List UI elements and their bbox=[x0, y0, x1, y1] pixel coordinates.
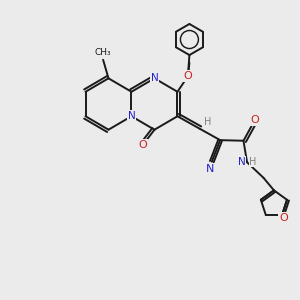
Text: N: N bbox=[151, 73, 158, 83]
Text: CH₃: CH₃ bbox=[95, 48, 111, 57]
Text: O: O bbox=[184, 71, 192, 81]
Text: N: N bbox=[128, 111, 135, 121]
Text: N: N bbox=[238, 157, 245, 166]
Text: H: H bbox=[204, 117, 211, 127]
Text: N: N bbox=[206, 164, 214, 174]
Text: H: H bbox=[249, 157, 257, 166]
Text: O: O bbox=[279, 213, 288, 223]
Text: O: O bbox=[138, 140, 147, 150]
Text: O: O bbox=[250, 116, 259, 125]
